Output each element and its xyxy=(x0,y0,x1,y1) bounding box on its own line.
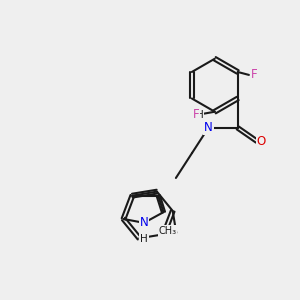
Text: F: F xyxy=(251,68,257,81)
Text: N: N xyxy=(140,216,148,229)
Text: CH₃: CH₃ xyxy=(158,226,176,236)
Text: N: N xyxy=(204,122,213,134)
Text: H: H xyxy=(196,110,203,120)
Text: F: F xyxy=(193,108,200,121)
Text: H: H xyxy=(140,234,148,244)
Text: O: O xyxy=(257,135,266,148)
